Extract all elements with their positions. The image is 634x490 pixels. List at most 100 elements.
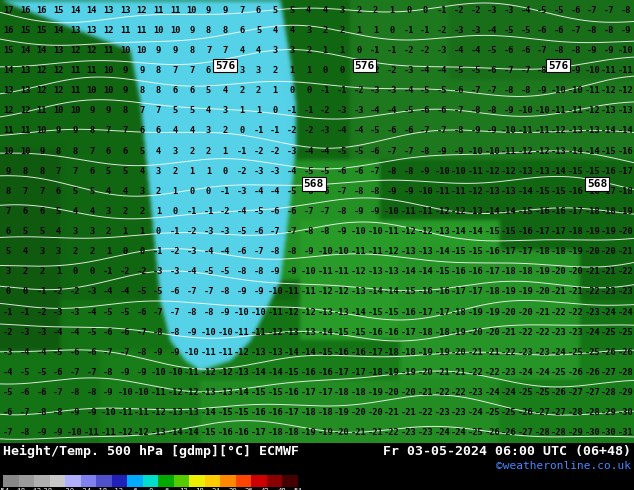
- Text: -15: -15: [601, 147, 617, 155]
- Text: 12: 12: [3, 106, 13, 115]
- Bar: [205, 475, 221, 487]
- Text: -18: -18: [518, 268, 533, 276]
- Text: 12: 12: [136, 5, 147, 15]
- Text: -9: -9: [537, 86, 548, 95]
- Text: -11: -11: [284, 288, 300, 296]
- Text: -9: -9: [587, 46, 597, 55]
- Text: -21: -21: [468, 348, 483, 357]
- Text: -5: -5: [136, 288, 147, 296]
- Text: -14: -14: [484, 207, 500, 216]
- Text: -23: -23: [567, 328, 583, 337]
- Text: -30: -30: [618, 408, 633, 417]
- Text: -12: -12: [268, 328, 283, 337]
- Text: -8: -8: [37, 408, 47, 417]
- Text: -4: -4: [521, 5, 531, 15]
- Text: -9: -9: [571, 66, 581, 75]
- Text: 11: 11: [20, 126, 30, 135]
- Text: -4: -4: [387, 106, 398, 115]
- Text: -2: -2: [170, 247, 181, 256]
- Text: -7: -7: [304, 207, 314, 216]
- Text: -5: -5: [287, 187, 297, 196]
- Text: -1: -1: [420, 25, 430, 35]
- Text: -14: -14: [451, 227, 467, 236]
- Text: -1: -1: [37, 288, 47, 296]
- Text: -12: -12: [184, 388, 200, 397]
- Text: -21: -21: [401, 408, 417, 417]
- Text: -19: -19: [468, 308, 483, 317]
- Text: -1: -1: [270, 126, 280, 135]
- Text: 1: 1: [122, 227, 128, 236]
- Text: -12: -12: [501, 167, 517, 175]
- Text: -14: -14: [268, 368, 283, 377]
- Text: 0: 0: [122, 247, 128, 256]
- Text: 2: 2: [72, 247, 78, 256]
- Text: -26: -26: [567, 368, 583, 377]
- Text: 9: 9: [122, 66, 128, 75]
- Text: -6: -6: [136, 308, 147, 317]
- Text: 1: 1: [256, 106, 261, 115]
- Text: 13: 13: [86, 25, 97, 35]
- Text: 13: 13: [20, 86, 30, 95]
- Text: -12: -12: [601, 86, 617, 95]
- Text: -54: -54: [0, 488, 10, 490]
- Text: -13: -13: [368, 268, 384, 276]
- Text: 14: 14: [53, 25, 63, 35]
- Text: -13: -13: [384, 268, 400, 276]
- Text: -6: -6: [537, 25, 548, 35]
- Text: 13: 13: [70, 25, 81, 35]
- Text: -13: -13: [268, 348, 283, 357]
- Text: 4: 4: [223, 86, 228, 95]
- Text: -5: -5: [487, 46, 498, 55]
- Text: 2: 2: [256, 86, 261, 95]
- Text: 7: 7: [122, 126, 128, 135]
- Text: -3: -3: [254, 167, 264, 175]
- Text: -8: -8: [287, 247, 297, 256]
- Text: 0: 0: [273, 106, 278, 115]
- Text: -19: -19: [501, 288, 517, 296]
- Text: -16: -16: [351, 348, 366, 357]
- Text: 1: 1: [289, 66, 295, 75]
- Text: -7: -7: [3, 428, 13, 438]
- Text: 0: 0: [356, 46, 361, 55]
- Text: -28: -28: [585, 408, 600, 417]
- Text: -19: -19: [484, 308, 500, 317]
- Text: -2: -2: [254, 147, 264, 155]
- Text: -25: -25: [567, 348, 583, 357]
- Text: 1: 1: [239, 106, 245, 115]
- Text: -22: -22: [618, 268, 633, 276]
- Text: 2: 2: [223, 126, 228, 135]
- Text: -12: -12: [167, 388, 183, 397]
- Text: 2: 2: [172, 167, 178, 175]
- Text: -3: -3: [337, 106, 347, 115]
- Text: 3: 3: [289, 46, 295, 55]
- Text: -8: -8: [204, 308, 214, 317]
- Text: 2: 2: [206, 147, 211, 155]
- Text: -20: -20: [451, 348, 467, 357]
- Text: 2: 2: [339, 25, 345, 35]
- Text: -29: -29: [601, 408, 617, 417]
- Text: -10: -10: [184, 348, 200, 357]
- Text: -23: -23: [434, 408, 450, 417]
- Text: -17: -17: [484, 268, 500, 276]
- Text: -14: -14: [551, 167, 567, 175]
- Text: -8: -8: [236, 268, 247, 276]
- Text: -5: -5: [370, 126, 380, 135]
- Text: -17: -17: [250, 428, 266, 438]
- Text: -15: -15: [534, 187, 550, 196]
- Text: 3: 3: [6, 268, 11, 276]
- Text: -16: -16: [567, 187, 583, 196]
- Text: -22: -22: [585, 288, 600, 296]
- Text: -5: -5: [37, 368, 47, 377]
- Text: -8: -8: [521, 86, 531, 95]
- Text: -7: -7: [503, 66, 514, 75]
- Text: -5: -5: [86, 328, 97, 337]
- Text: 1: 1: [156, 207, 161, 216]
- Text: -3: -3: [20, 328, 30, 337]
- Text: -28: -28: [601, 388, 617, 397]
- Text: -17: -17: [451, 288, 467, 296]
- Text: 16: 16: [3, 25, 13, 35]
- Bar: [158, 475, 174, 487]
- Text: 14: 14: [70, 5, 81, 15]
- Text: 3: 3: [306, 25, 311, 35]
- Text: -25: -25: [518, 388, 533, 397]
